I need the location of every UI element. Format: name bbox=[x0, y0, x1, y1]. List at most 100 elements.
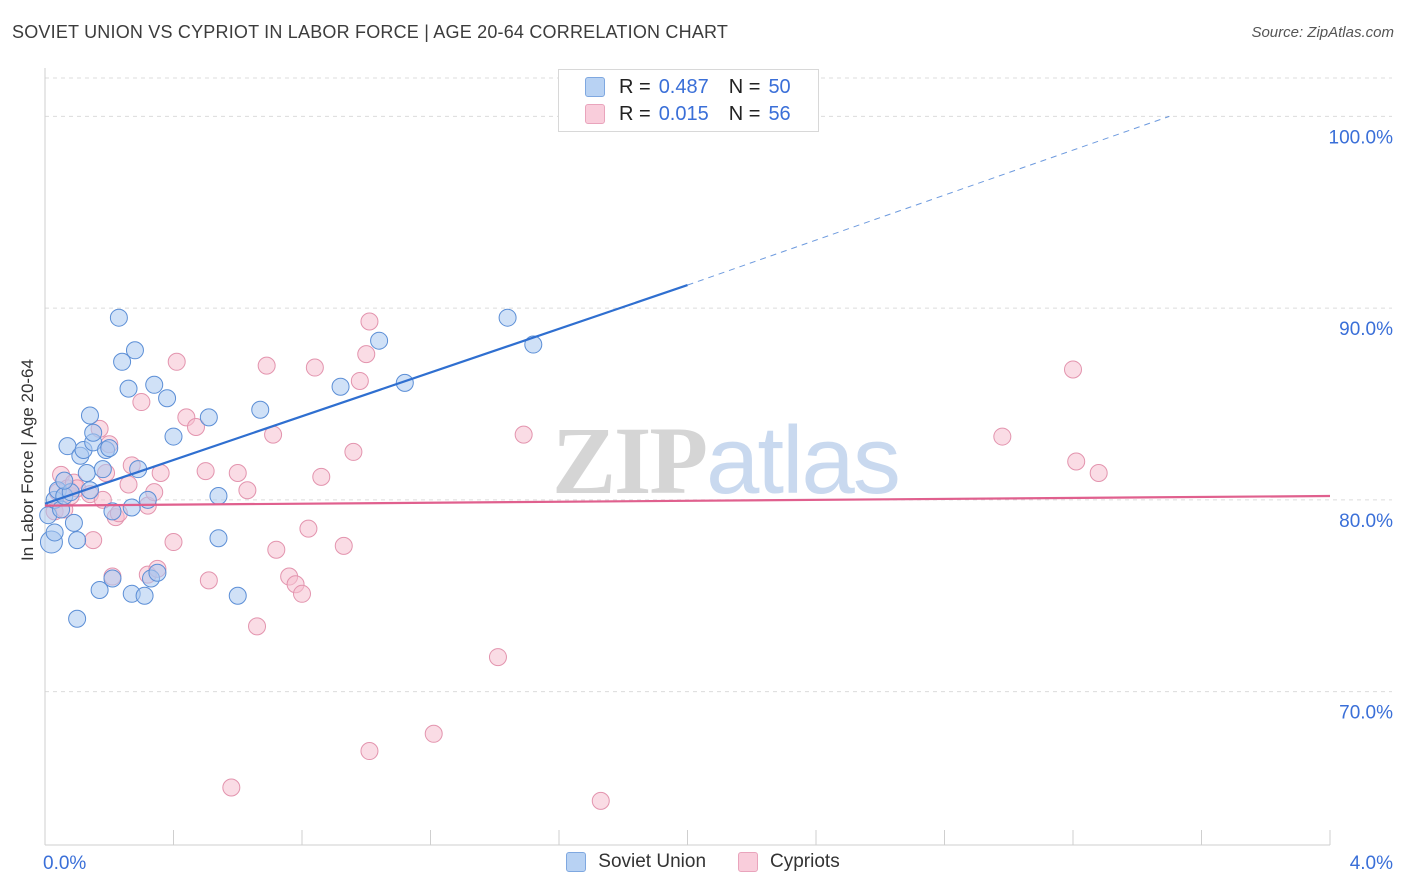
cypriots-point bbox=[228, 464, 247, 483]
cypriots-point bbox=[132, 393, 151, 412]
soviet-union-point bbox=[331, 377, 350, 396]
soviet-union-point bbox=[64, 513, 83, 532]
source-credit: Source: ZipAtlas.com bbox=[1251, 24, 1394, 41]
legend-n-value: 56 bbox=[768, 102, 791, 125]
legend-swatch-soviet-union bbox=[585, 77, 605, 97]
cypriots-point bbox=[357, 345, 376, 364]
soviet-union-point bbox=[113, 352, 132, 371]
cypriots-point bbox=[1064, 360, 1082, 379]
series-swatch-cypriots bbox=[738, 852, 759, 872]
cypriots-point bbox=[312, 467, 331, 486]
legend-n-label: N = bbox=[728, 102, 761, 125]
cypriots-point bbox=[299, 519, 318, 538]
legend-row-cypriots: R = 0.015 N = 56 bbox=[585, 102, 791, 126]
cypriots-trendline bbox=[44, 494, 1331, 507]
legend-r-value: 0.487 bbox=[658, 75, 709, 98]
y-tick-label: 70.0% bbox=[1339, 703, 1393, 724]
soviet-union-point bbox=[93, 460, 112, 479]
soviet-union-point bbox=[119, 379, 138, 398]
series-label-soviet-union: Soviet Union bbox=[598, 851, 707, 872]
soviet-union-point bbox=[103, 569, 122, 588]
soviet-union-point bbox=[251, 400, 270, 419]
cypriots-point bbox=[350, 371, 369, 390]
soviet-union-point bbox=[524, 335, 543, 354]
y-tick-label: 80.0% bbox=[1339, 511, 1393, 532]
cypriots-point bbox=[248, 617, 267, 636]
cypriots-point bbox=[344, 442, 363, 461]
tick-labels: 70.0% 80.0% 90.0% 100.0% 0.0% 4.0% bbox=[43, 127, 1393, 874]
legend-n-value: 50 bbox=[768, 75, 791, 98]
watermark-atlas: atlas bbox=[706, 407, 901, 514]
cypriots-point bbox=[1089, 464, 1108, 483]
legend-r-value: 0.015 bbox=[658, 102, 709, 125]
cypriots-point bbox=[196, 462, 215, 481]
cypriots-point bbox=[84, 531, 103, 550]
cypriots-point bbox=[424, 724, 443, 743]
chart-title: SOVIET UNION VS CYPRIOT IN LABOR FORCE |… bbox=[12, 22, 729, 42]
x-tick-label: 4.0% bbox=[1350, 853, 1393, 874]
cypriots-point bbox=[222, 778, 241, 797]
soviet-union-point bbox=[135, 586, 154, 605]
soviet-union-point bbox=[158, 389, 177, 408]
cypriots-point bbox=[993, 427, 1012, 446]
soviet-union-point bbox=[103, 502, 122, 521]
soviet-union-point bbox=[148, 563, 167, 582]
series-legend-soviet-union: Soviet Union bbox=[566, 851, 706, 873]
legend: R = 0.487 N = 50 R = 0.015 N = 56 bbox=[558, 69, 819, 132]
cypriots-point bbox=[1067, 452, 1086, 471]
cypriots-point bbox=[119, 475, 138, 494]
cypriots-point bbox=[186, 417, 205, 436]
y-axis-label: In Labor Force | Age 20-64 bbox=[18, 359, 37, 561]
watermark: ZIPatlas bbox=[552, 405, 901, 516]
cypriots-point bbox=[238, 481, 257, 500]
cypriots-point bbox=[257, 356, 276, 375]
soviet-union-point bbox=[100, 439, 119, 458]
soviet-union-point bbox=[164, 427, 183, 446]
soviet-union-points bbox=[39, 308, 543, 628]
legend-n-label: N = bbox=[728, 75, 761, 98]
cypriots-points bbox=[45, 312, 1108, 810]
soviet-union-point bbox=[209, 529, 228, 548]
legend-swatch-cypriots bbox=[585, 104, 605, 124]
soviet-union-point bbox=[125, 341, 144, 360]
cypriots-point bbox=[267, 540, 286, 559]
cypriots-point bbox=[167, 352, 186, 371]
soviet-union-point bbox=[370, 331, 389, 350]
soviet-union-point bbox=[209, 487, 228, 506]
soviet-union-point bbox=[199, 408, 218, 427]
cypriots-point bbox=[293, 584, 311, 603]
soviet-union-point bbox=[122, 498, 141, 517]
x-tick-label: 0.0% bbox=[43, 853, 86, 874]
cypriots-point bbox=[360, 742, 379, 761]
soviet-union-point bbox=[55, 471, 74, 490]
cypriots-point bbox=[305, 358, 324, 377]
cypriots-point bbox=[334, 536, 353, 555]
soviet-union-point bbox=[90, 580, 109, 599]
legend-r-label: R = bbox=[619, 102, 651, 125]
soviet-union-point bbox=[45, 523, 64, 542]
cypriots-point bbox=[591, 791, 610, 810]
soviet-union-trendline bbox=[44, 284, 688, 505]
cypriots-point bbox=[164, 533, 183, 552]
soviet-union-point bbox=[395, 373, 414, 392]
soviet-union-point bbox=[145, 375, 164, 394]
trend-lines bbox=[44, 115, 1331, 507]
soviet-union-point bbox=[84, 423, 103, 442]
soviet-union-point bbox=[228, 586, 247, 605]
y-tick-label: 100.0% bbox=[1329, 127, 1394, 148]
soviet-union-point bbox=[109, 308, 128, 327]
soviet-union-trendline-extension bbox=[687, 115, 1170, 286]
cypriots-point bbox=[199, 571, 218, 590]
grid-lines bbox=[45, 77, 1392, 693]
soviet-union-point bbox=[80, 406, 99, 425]
soviet-union-point bbox=[68, 609, 87, 628]
cypriots-point bbox=[488, 648, 507, 667]
cypriots-point bbox=[514, 425, 533, 444]
series-legend: Soviet Union Cypriots bbox=[0, 851, 1406, 873]
soviet-union-point bbox=[77, 464, 96, 483]
watermark-zip: ZIP bbox=[552, 407, 708, 514]
y-tick-label: 90.0% bbox=[1339, 319, 1393, 340]
legend-row-soviet-union: R = 0.487 N = 50 bbox=[585, 75, 791, 99]
series-legend-cypriots: Cypriots bbox=[738, 851, 840, 873]
